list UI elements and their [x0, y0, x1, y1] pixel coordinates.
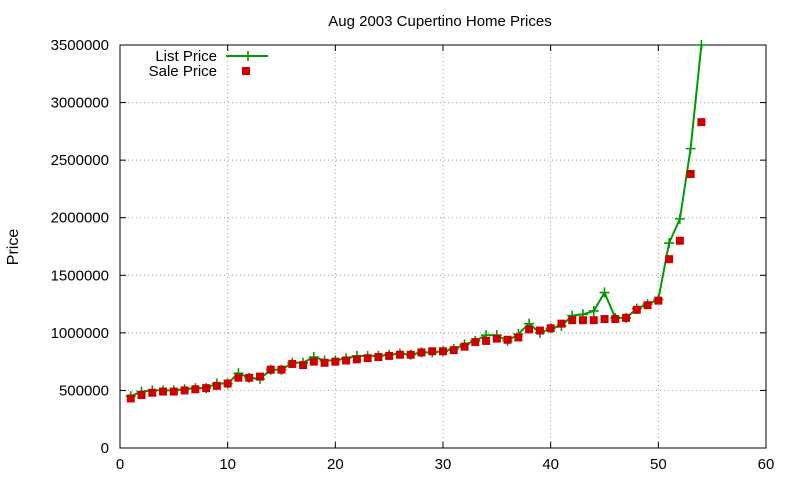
y-tick-label: 3500000 — [51, 37, 109, 54]
sale-price-point — [675, 236, 684, 245]
x-tick-label: 20 — [327, 456, 344, 473]
sale-price-point — [299, 361, 308, 370]
sale-price-point — [320, 358, 329, 367]
sale-price-point — [428, 347, 437, 356]
y-tick-label: 2500000 — [51, 152, 109, 169]
legend-marker-sale-price — [242, 67, 250, 75]
sale-price-point — [503, 335, 512, 344]
sale-price-point — [643, 301, 652, 310]
y-tick-label: 1500000 — [51, 267, 109, 284]
sale-price-point — [266, 365, 275, 374]
sale-price-point — [449, 346, 458, 355]
sale-price-point — [600, 315, 609, 324]
sale-price-point — [342, 356, 351, 365]
sale-price-point — [578, 316, 587, 325]
sale-price-point — [223, 379, 232, 388]
sale-price-point — [611, 315, 620, 324]
sale-price-point — [686, 169, 695, 178]
sale-price-point — [525, 325, 534, 334]
y-tick-label: 0 — [101, 440, 109, 457]
y-tick-label: 500000 — [59, 382, 109, 399]
y-tick-label: 3000000 — [51, 95, 109, 112]
legend-marker-list-price — [243, 51, 253, 61]
y-axis-label: Price — [5, 229, 22, 266]
sale-price-point — [460, 342, 469, 351]
sale-price-point — [245, 373, 254, 382]
list-price-point — [599, 287, 610, 298]
sale-price-point — [665, 255, 674, 264]
sale-price-point — [234, 373, 243, 382]
sale-price-point — [148, 388, 157, 397]
chart-marks — [125, 40, 707, 403]
sale-price-point — [514, 333, 523, 342]
sale-price-point — [277, 365, 286, 374]
sale-price-point — [374, 353, 383, 362]
sale-price-point — [482, 336, 491, 345]
sale-price-point — [352, 355, 361, 364]
sale-price-point — [406, 350, 415, 359]
sale-price-point — [417, 348, 426, 357]
sale-price-point — [385, 351, 394, 360]
sale-price-point — [632, 305, 641, 314]
sale-price-point — [288, 359, 297, 368]
sale-price-point — [255, 372, 264, 381]
chart-title: Aug 2003 Cupertino Home Prices — [328, 13, 551, 30]
list-price-point — [685, 143, 696, 154]
y-tick-label: 2000000 — [51, 210, 109, 227]
sale-price-point — [589, 316, 598, 325]
x-tick-label: 60 — [758, 456, 775, 473]
sale-price-point — [654, 296, 663, 305]
legend-label-list-price: List Price — [155, 48, 217, 65]
list-price-point — [696, 40, 707, 50]
sale-price-point — [137, 391, 146, 400]
x-tick-label: 10 — [219, 456, 236, 473]
sale-price-point — [212, 381, 221, 390]
list-price-point — [674, 213, 685, 224]
sale-price-point — [622, 313, 631, 322]
sale-price-point — [697, 118, 706, 127]
list-price-point — [588, 305, 599, 316]
sale-price-point — [557, 319, 566, 328]
list-price-line — [130, 44, 703, 398]
sale-price-point — [169, 387, 178, 396]
sale-price-point — [363, 354, 372, 363]
sale-price-point — [331, 357, 340, 366]
x-tick-label: 40 — [542, 456, 559, 473]
sale-price-point — [126, 394, 135, 403]
x-tick-label: 0 — [116, 456, 124, 473]
sale-price-point — [535, 326, 544, 335]
sale-price-point — [568, 316, 577, 325]
legend-label-sale-price: Sale Price — [149, 63, 217, 80]
sale-price-point — [309, 357, 318, 366]
x-tick-label: 30 — [435, 456, 452, 473]
axis-ticks: 0 10 20 30 40 50 60 0 500000 1000000 1500000 200000… — [51, 37, 775, 473]
sale-price-point — [492, 334, 501, 343]
x-tick-label: 50 — [650, 456, 667, 473]
sale-price-point — [180, 386, 189, 395]
sale-price-point — [202, 384, 211, 393]
sale-price-point — [395, 350, 404, 359]
sale-price-point — [439, 347, 447, 356]
legend: List Price Sale Price — [149, 48, 268, 80]
sale-price-point — [471, 338, 480, 347]
list-price-point — [664, 238, 675, 249]
sale-price-point — [159, 387, 168, 396]
sale-price-point — [546, 324, 555, 333]
y-tick-label: 1000000 — [51, 325, 109, 342]
sale-price-point — [191, 385, 200, 394]
